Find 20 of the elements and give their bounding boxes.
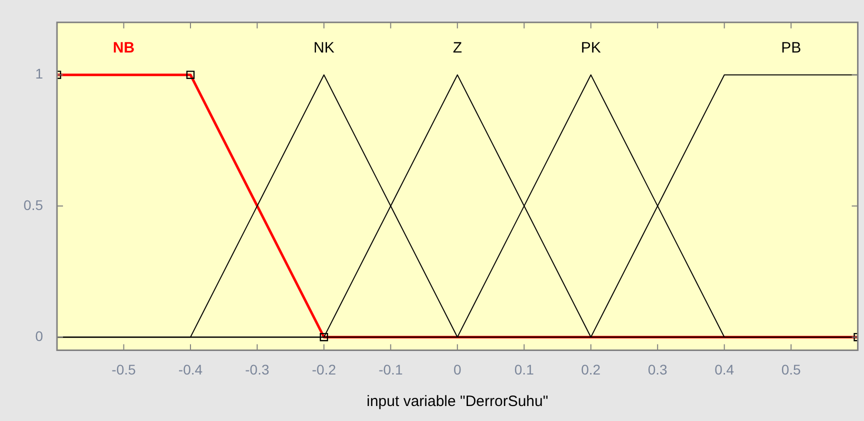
series-label: NB — [112, 40, 135, 57]
x-tick-label: -0.1 — [378, 361, 403, 378]
y-tick-label: 1 — [35, 66, 44, 82]
x-axis-title: input variable "DerrorSuhu" — [366, 393, 548, 410]
series-label: Z — [452, 40, 462, 57]
series-label: PB — [781, 40, 802, 57]
x-tick-label: 0.5 — [781, 361, 802, 378]
x-tick-label: -0.3 — [245, 361, 270, 378]
series-label: PK — [580, 40, 601, 57]
x-tick-label: -0.5 — [112, 361, 136, 378]
y-tick-label: 0.5 — [24, 196, 44, 213]
x-tick-label: -0.4 — [178, 361, 203, 378]
y-tick-label: 0 — [35, 328, 44, 344]
x-tick-label: 0.4 — [714, 361, 734, 378]
x-tick-label: 0.3 — [648, 361, 668, 378]
x-tick-label: 0 — [454, 361, 462, 378]
x-tick-label: 0.1 — [514, 361, 534, 378]
series-label: NK — [314, 40, 334, 57]
x-tick-label: 0.2 — [581, 361, 601, 378]
x-tick-label: -0.2 — [312, 361, 336, 378]
